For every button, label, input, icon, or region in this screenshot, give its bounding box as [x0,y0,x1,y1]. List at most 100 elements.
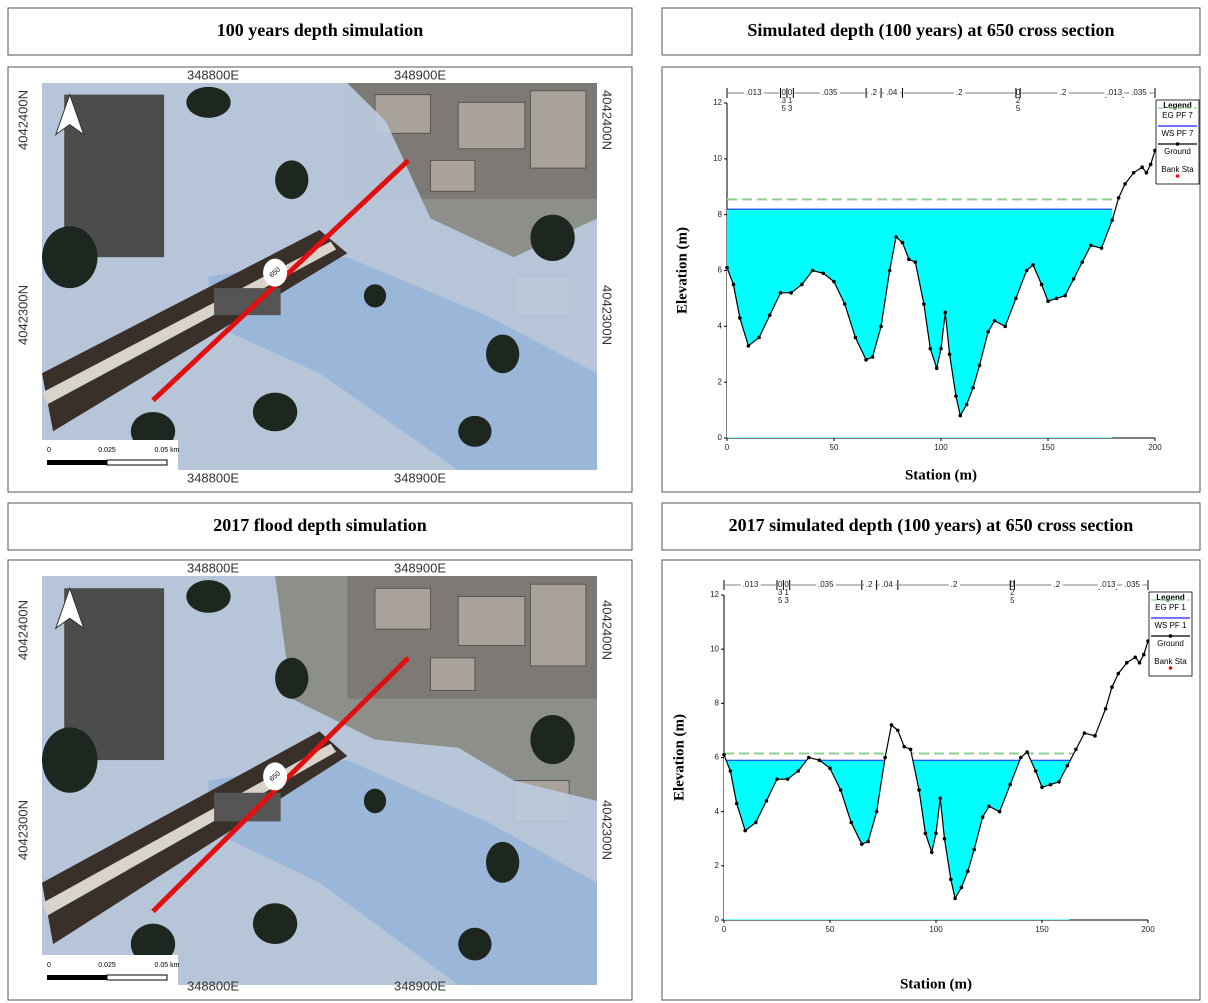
scale-label: 0.05 km [155,447,180,454]
x-tick-label: 150 [1041,443,1055,452]
legend-title: Legend [1163,101,1192,110]
ground-point [993,319,997,323]
ground-point [907,258,911,262]
ground-point [935,366,939,370]
ground-point [1142,653,1146,657]
ground-point [1089,244,1093,248]
ground-point [1117,672,1121,676]
ground-point [948,352,952,356]
roughness-label: .013 [743,580,759,589]
building [431,658,475,691]
roughness-label: 013 [784,580,789,605]
x-coord-label: 348800E [187,67,239,82]
ground-point [765,799,769,803]
scale-bar [107,460,167,465]
y-tick-label: 12 [713,98,722,107]
ground-point [922,302,926,306]
ground-point [1104,707,1108,711]
ground-point [934,832,938,836]
y-coord-label: 4042300N [600,800,615,860]
roughness-label: .2 [956,88,963,97]
y-axis-label: Elevation (m) [674,227,690,314]
x-axis-label: Station (m) [905,467,977,483]
x-tick-label: 0 [722,925,727,934]
y-tick-label: 8 [718,210,723,219]
ground-point [954,394,958,398]
scale-bar [47,460,107,465]
legend-label: EG PF 7 [1162,111,1193,120]
ground-point [732,283,736,287]
building [530,91,586,168]
building [458,102,525,148]
x-coord-label: 348800E [187,470,239,485]
ground-point [1140,165,1144,169]
ground-point [832,280,836,284]
ground-point [960,886,964,890]
ground-point [978,364,982,368]
ground-point [1049,783,1053,787]
ground-point [917,788,921,792]
ground-point [818,758,822,762]
y-coord-label: 4042400N [600,600,615,660]
ground-point [800,283,804,287]
ground-point [828,767,832,771]
tree [253,903,297,944]
y-coord-label: 4042400N [15,600,30,660]
ground-point [1149,163,1153,167]
legend-marker [1169,634,1173,638]
ground-point [729,769,733,773]
ground-point [896,729,900,733]
ground-point [1125,661,1129,665]
ground-point [890,723,894,727]
ground-point [949,878,953,882]
ground-point [1040,283,1044,287]
ground-point [1110,685,1114,689]
x-coord-label: 348900E [394,470,446,485]
ground-point [839,788,843,792]
ground-point [738,316,742,320]
map-title: 2017 flood depth simulation [213,515,427,535]
ground-point [807,756,811,760]
tree [530,715,574,764]
ground-point [943,311,947,315]
scale-label: 0 [47,447,51,454]
ground-point [1083,731,1087,735]
scale-label: 0.025 [98,447,116,454]
y-tick-label: 10 [710,644,719,653]
map-title: 100 years depth simulation [217,20,424,40]
y-tick-label: 4 [718,321,723,330]
y-coord-label: 4042400N [600,90,615,150]
ground-point [747,344,751,348]
ground-point [1138,661,1142,665]
ground-point [1025,750,1029,754]
ground-point [775,777,779,781]
roughness-label: .2 [866,580,873,589]
ground-point [883,756,887,760]
ground-point [875,810,879,814]
ground-point [796,769,800,773]
scale-label: 0.025 [98,962,116,969]
tree [275,658,308,699]
ground-point [866,840,870,844]
y-tick-label: 2 [715,861,720,870]
ground-point [1080,260,1084,264]
y-tick-label: 0 [715,915,720,924]
ground-point [943,837,947,841]
roughness-label: .04 [886,88,898,97]
ground-point [779,291,783,295]
tree [42,727,98,792]
x-tick-label: 0 [725,443,730,452]
scale-label: 0 [47,962,51,969]
x-coord-label: 348800E [187,978,239,993]
ground-point [754,821,758,825]
ground-point [1117,196,1121,200]
ground-point [1046,299,1050,303]
y-coord-label: 4042300N [15,800,30,860]
ground-point [743,829,747,833]
legend-marker [1169,666,1173,670]
building [530,584,586,666]
legend-label: WS PF 1 [1154,621,1187,630]
